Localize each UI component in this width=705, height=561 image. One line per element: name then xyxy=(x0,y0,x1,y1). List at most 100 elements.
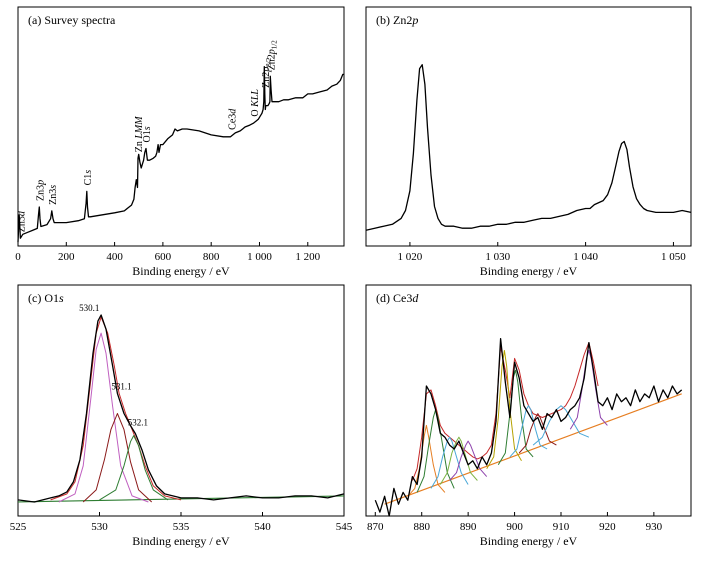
panel-title: (a) Survey spectra xyxy=(28,13,116,27)
x-tick-label: 535 xyxy=(173,521,190,533)
text-fragment: Zn3 xyxy=(35,185,46,201)
text-fragment: p xyxy=(411,13,418,27)
text-fragment: 1/2 xyxy=(270,40,278,49)
peak-label: Ce3d xyxy=(228,108,239,130)
spectrum-line xyxy=(365,64,692,231)
text-fragment: (a) Survey spectra xyxy=(28,13,116,27)
x-tick-label: 920 xyxy=(599,521,616,533)
fit-component-line xyxy=(411,342,599,481)
plot-frame xyxy=(17,6,345,247)
fit-component-line xyxy=(449,440,488,481)
text-fragment: d xyxy=(228,108,239,114)
x-tick-label: 540 xyxy=(254,521,271,533)
panel-c: 525 530 535 540 545 Binding energy / eV (c) O1… xyxy=(10,284,353,548)
x-tick-label: 1 030 xyxy=(485,251,510,263)
spectrum-line xyxy=(17,65,344,243)
x-tick-label: 400 xyxy=(106,251,123,263)
x-tick-label: 800 xyxy=(203,251,220,263)
peak-label: Zn2p1/2 xyxy=(266,40,278,71)
text-fragment: p xyxy=(266,49,277,55)
peak-label: O1s xyxy=(142,126,153,142)
text-fragment: (d) Ce3 xyxy=(376,291,412,305)
text-fragment: O1 xyxy=(142,130,153,142)
x-axis-label: Binding energy / eV xyxy=(132,264,230,278)
panel-title: (c) O1s xyxy=(28,291,64,305)
x-axis-label: Binding energy / eV xyxy=(480,534,578,548)
panel-title: (b) Zn2p xyxy=(376,13,418,27)
fit-component-line xyxy=(532,405,590,446)
x-tick-label: 1 000 xyxy=(247,251,272,263)
text-fragment: Zn xyxy=(134,139,145,153)
fit-component-line xyxy=(497,369,534,466)
fit-component-line xyxy=(99,435,169,501)
x-tick-label: 890 xyxy=(460,521,477,533)
peak-label: 531.1 xyxy=(111,381,131,391)
text-fragment: Zn2 xyxy=(266,54,277,70)
x-tick-label: 870 xyxy=(367,521,384,533)
spectrum-line xyxy=(17,314,345,503)
x-tick-label: 525 xyxy=(10,521,27,533)
text-fragment: p xyxy=(35,180,46,186)
peak-label: Zn3p xyxy=(35,180,46,201)
fit-baseline xyxy=(17,495,345,503)
peak-label: Zn LMM xyxy=(134,116,145,153)
fit-component-line xyxy=(439,436,478,485)
text-fragment: Zn2 xyxy=(261,72,272,88)
plot-frame xyxy=(365,6,692,247)
x-tick-label: 900 xyxy=(506,521,523,533)
fit-component-line xyxy=(50,316,182,501)
peak-label: Zn2p3/2 xyxy=(261,57,273,88)
text-fragment: s xyxy=(59,291,64,305)
panel-a: 0 200 400 600 800 1 000 1 200 Binding energy / … xyxy=(15,6,345,278)
x-tick-label: 530 xyxy=(91,521,108,533)
x-axis-label: Binding energy / eV xyxy=(132,534,230,548)
text-fragment: d xyxy=(412,291,419,305)
x-tick-label: 0 xyxy=(15,251,21,263)
x-tick-label: 1 050 xyxy=(661,251,686,263)
plot-frame xyxy=(365,284,692,517)
text-fragment: s xyxy=(142,126,153,130)
text-fragment: Zn3 xyxy=(16,216,27,232)
x-tick-label: 910 xyxy=(553,521,570,533)
x-tick-label: 930 xyxy=(646,521,663,533)
x-tick-label: 545 xyxy=(336,521,353,533)
text-fragment: C1 xyxy=(83,174,94,186)
peak-label: 532.1 xyxy=(128,418,148,428)
x-axis-label: Binding energy / eV xyxy=(480,264,578,278)
text-fragment: 3/2 xyxy=(265,57,273,66)
x-tick-label: 1 020 xyxy=(398,251,423,263)
text-fragment: Ce3 xyxy=(228,114,239,130)
text-fragment: d xyxy=(16,210,27,216)
x-tick-label: 1 040 xyxy=(573,251,598,263)
panel-b: 1 020 1 030 1 040 1 050 Binding energy / eV (… xyxy=(365,6,692,278)
x-tick-label: 1 200 xyxy=(295,251,320,263)
panel-title: (d) Ce3d xyxy=(376,291,419,305)
text-fragment: (b) Zn2 xyxy=(376,13,412,27)
peak-label: Zn3s xyxy=(48,185,59,205)
peak-label: C1s xyxy=(83,170,94,186)
plot-frame xyxy=(17,284,345,517)
fit-component-line xyxy=(569,350,608,430)
peak-label: Zn3d xyxy=(16,210,27,232)
peak-label: 530.1 xyxy=(79,303,99,313)
fit-baseline xyxy=(384,393,682,505)
text-fragment: p xyxy=(261,67,272,73)
x-tick-label: 880 xyxy=(413,521,430,533)
fit-component-line xyxy=(486,350,522,469)
text-fragment: Zn3 xyxy=(48,189,59,205)
fit-component-line xyxy=(407,424,446,497)
text-fragment: (c) O1 xyxy=(28,291,59,305)
peak-label: O KLL xyxy=(250,89,261,117)
x-tick-label: 600 xyxy=(155,251,172,263)
fit-component-line xyxy=(518,413,557,454)
text-fragment: LMM xyxy=(134,116,145,140)
spectrum-line xyxy=(374,338,683,517)
text-fragment: s xyxy=(83,170,94,174)
x-tick-label: 200 xyxy=(58,251,75,263)
fit-component-line xyxy=(82,413,153,503)
panel-d: 870 880 890 900 910 920 930 Binding energy / eV… xyxy=(365,284,692,548)
text-fragment: O xyxy=(250,107,261,117)
text-fragment: KLL xyxy=(250,89,261,108)
fit-component-line xyxy=(58,332,149,503)
